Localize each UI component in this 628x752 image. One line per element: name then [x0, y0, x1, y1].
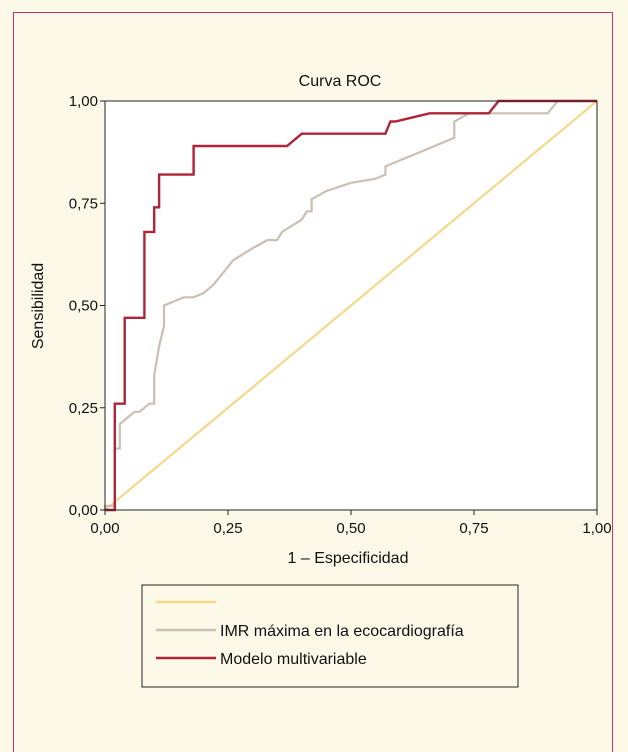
y-axis-label: Sensibilidad — [30, 263, 47, 349]
x-tick-label: 1,00 — [582, 520, 611, 537]
y-tick-label: 0,25 — [69, 400, 98, 417]
x-tick-label: 0,25 — [213, 520, 242, 537]
y-tick-label: 0,75 — [69, 195, 98, 212]
y-tick-label: 0,00 — [69, 502, 98, 519]
y-tick-label: 1,00 — [69, 93, 98, 110]
figure-frame — [13, 12, 613, 752]
chart-title: Curva ROC — [299, 73, 382, 90]
y-tick-label: 0,50 — [69, 298, 98, 315]
multivariable-series-line — [105, 99, 597, 512]
legend-box — [141, 584, 519, 688]
reference-diagonal-line — [104, 100, 598, 511]
legend-label: Modelo multivariable — [220, 651, 367, 668]
x-tick-label: 0,75 — [459, 520, 488, 537]
x-axis-label: 1 – Especificidad — [288, 550, 409, 567]
x-tick-label: 0,50 — [336, 520, 365, 537]
imr-series-line — [103, 99, 597, 510]
x-tick-label: 0,00 — [90, 520, 119, 537]
legend: IMR máxima en la ecocardiografía Modelo m… — [141, 584, 519, 688]
legend-label: IMR máxima en la ecocardiografía — [220, 623, 464, 640]
